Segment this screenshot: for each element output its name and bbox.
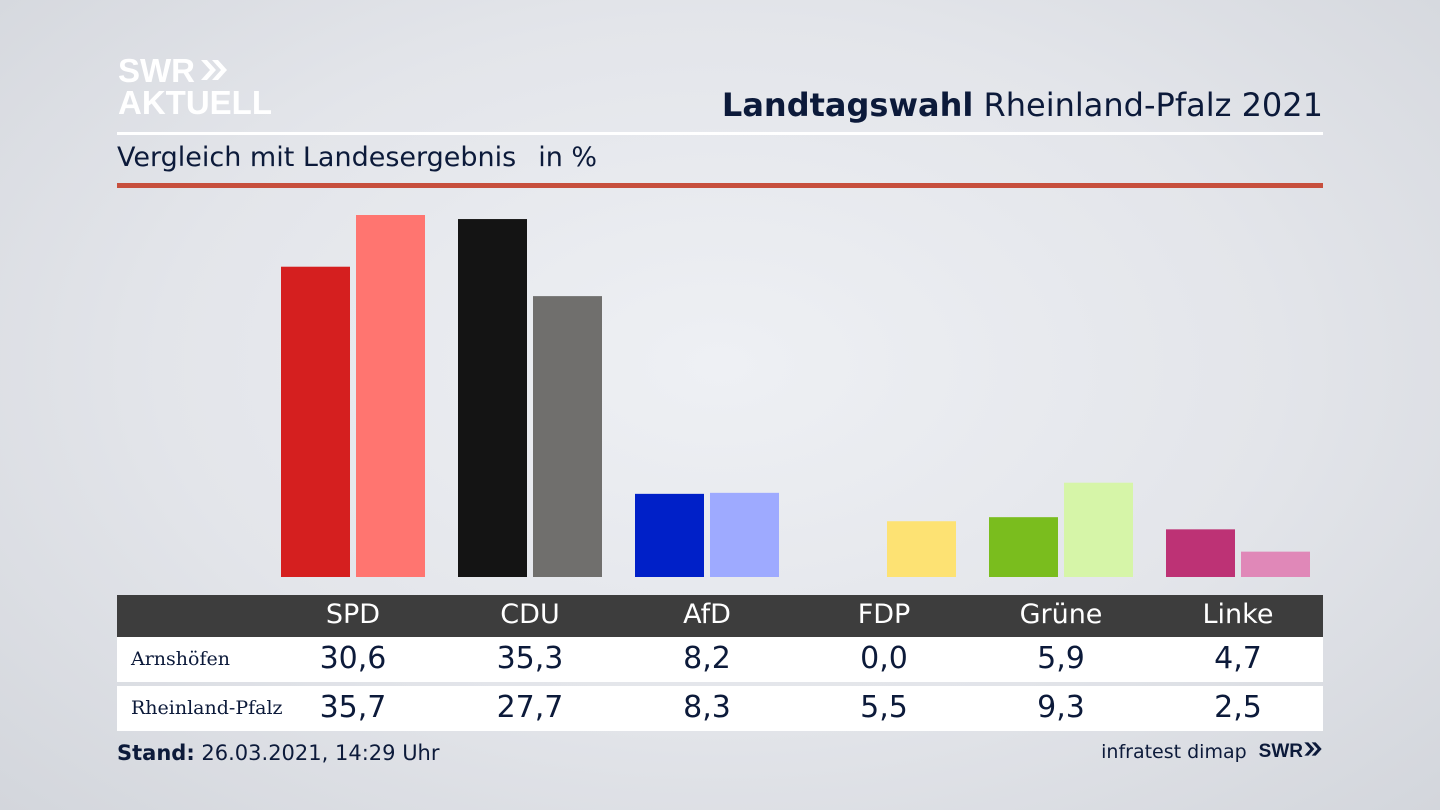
bar-spd-series-2 bbox=[356, 215, 425, 577]
table-cell: 0,0 bbox=[860, 641, 908, 676]
source-text: infratest dimap bbox=[1101, 741, 1247, 763]
swr-small-text: SWR bbox=[1258, 741, 1303, 762]
timestamp: Stand: 26.03.2021, 14:29 Uhr bbox=[117, 741, 440, 765]
title-rule bbox=[117, 132, 1323, 135]
table-row-1: Arnshöfen 30,6 35,3 8,2 0,0 5,9 4,7 bbox=[117, 637, 1323, 682]
logo-line2: AKTUELL bbox=[118, 84, 272, 121]
table-cell: 8,2 bbox=[683, 641, 731, 676]
stand-label: Stand: bbox=[117, 741, 195, 765]
bar-fdp-series-2 bbox=[887, 521, 956, 577]
table-header: SPD CDU AfD FDP Grüne Linke bbox=[117, 595, 1323, 637]
chart-title: Landtagswahl Rheinland-Pfalz 2021 bbox=[722, 86, 1323, 124]
column-header-afd: AfD bbox=[683, 599, 731, 630]
double-chevron-icon bbox=[1304, 742, 1322, 756]
table-cell: 30,6 bbox=[319, 641, 387, 676]
table-cell: 4,7 bbox=[1214, 641, 1262, 676]
bar-cdu-series-2 bbox=[533, 296, 602, 577]
column-header-cdu: CDU bbox=[500, 599, 560, 630]
bar-linke-series-2 bbox=[1241, 551, 1310, 577]
bar-grne-series-2 bbox=[1064, 482, 1133, 577]
swr-aktuell-logo: SWR AKTUELL bbox=[118, 54, 272, 119]
title-rest: Rheinland-Pfalz 2021 bbox=[983, 86, 1323, 124]
subtitle-text: Vergleich mit Landesergebnis bbox=[117, 142, 517, 173]
column-header-spd: SPD bbox=[325, 599, 381, 630]
bar-chart bbox=[281, 215, 1310, 577]
table-cell: 35,7 bbox=[319, 690, 387, 725]
subtitle-unit: in % bbox=[538, 142, 598, 173]
chart-subtitle: Vergleich mit Landesergebnis in % bbox=[117, 142, 597, 173]
bar-afd-series-1 bbox=[635, 493, 704, 577]
swr-small-logo: SWR bbox=[1259, 741, 1323, 763]
bar-cdu-series-1 bbox=[458, 219, 527, 577]
double-chevron-icon bbox=[199, 54, 229, 87]
row-label: Rheinland-Pfalz bbox=[131, 697, 283, 719]
column-header-linke: Linke bbox=[1202, 599, 1274, 630]
table-cell: 9,3 bbox=[1037, 690, 1085, 725]
accent-rule bbox=[117, 183, 1323, 188]
stand-value: 26.03.2021, 14:29 Uhr bbox=[201, 741, 440, 765]
title-bold: Landtagswahl bbox=[721, 86, 974, 124]
logo-line1: SWR bbox=[118, 52, 195, 89]
column-header-fdp: FDP bbox=[857, 599, 911, 630]
bar-grne-series-1 bbox=[989, 517, 1058, 577]
source-credit: infratest dimap SWR bbox=[1101, 741, 1323, 763]
table-row-2: Rheinland-Pfalz 35,7 27,7 8,3 5,5 9,3 2,5 bbox=[117, 686, 1323, 731]
row-label: Arnshöfen bbox=[131, 648, 230, 670]
table-cell: 8,3 bbox=[683, 690, 731, 725]
table-cell: 27,7 bbox=[496, 690, 564, 725]
table-cell: 5,5 bbox=[860, 690, 908, 725]
bar-afd-series-2 bbox=[710, 492, 779, 577]
table-cell: 2,5 bbox=[1214, 690, 1262, 725]
column-header-grne: Grüne bbox=[1019, 599, 1103, 630]
table-cell: 5,9 bbox=[1037, 641, 1085, 676]
bar-linke-series-1 bbox=[1166, 529, 1235, 577]
table-cell: 35,3 bbox=[496, 641, 564, 676]
bar-spd-series-1 bbox=[281, 266, 350, 577]
